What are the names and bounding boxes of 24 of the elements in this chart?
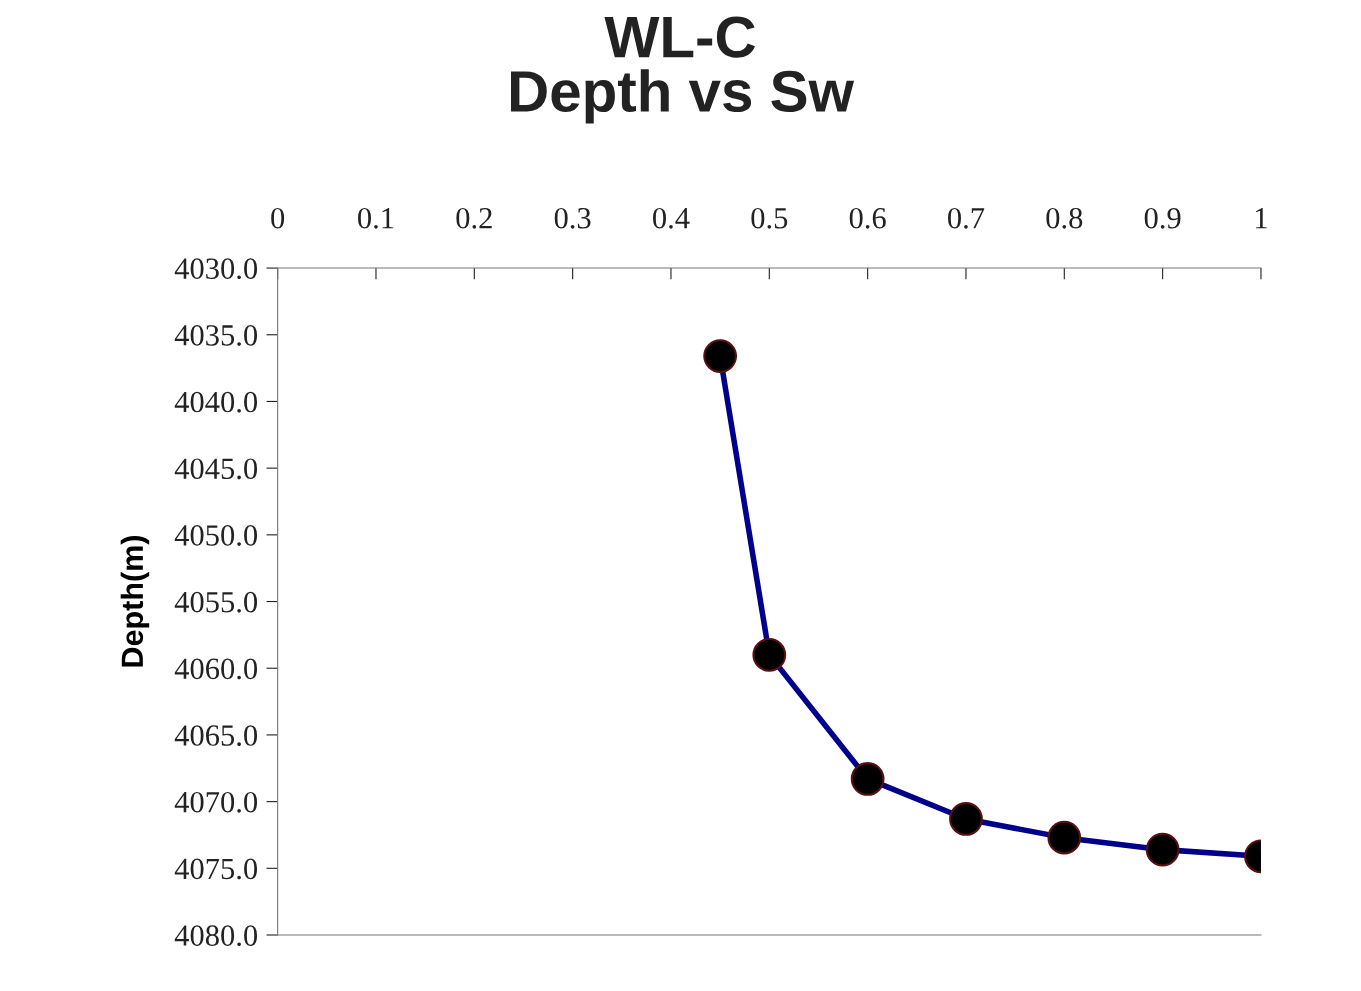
y-tick-label: 4070.0 bbox=[174, 791, 258, 813]
x-tick-label: 0.3 bbox=[554, 207, 591, 229]
y-tick-label: 4065.0 bbox=[174, 725, 258, 746]
y-tick-label: 4045.0 bbox=[174, 458, 258, 480]
y-tick-label: 4040.0 bbox=[174, 391, 258, 413]
y-axis-title: Depth(m) bbox=[120, 536, 150, 667]
x-tick-label: 0.5 bbox=[751, 207, 788, 229]
y-tick-label: 4055.0 bbox=[174, 591, 258, 613]
x-tick-label: 0 bbox=[271, 207, 285, 229]
y-tick-label: 4050.0 bbox=[174, 525, 258, 546]
x-tick-label: 0.2 bbox=[456, 207, 492, 229]
y-tick-label: 4075.0 bbox=[174, 858, 258, 880]
x-tick-label: 0.9 bbox=[1144, 207, 1181, 229]
y-tick-label: 4030.0 bbox=[174, 258, 258, 280]
x-tick-label: 0.1 bbox=[358, 207, 394, 229]
x-tick-label: 1 bbox=[1256, 208, 1267, 229]
x-tick-label: 0.6 bbox=[849, 207, 886, 229]
chart-title: WL-C Depth vs Sw bbox=[510, 16, 855, 124]
x-tick-label: 0.8 bbox=[1046, 207, 1083, 229]
y-tick-label: 4080.0 bbox=[174, 925, 258, 947]
y-tick-label: 4035.0 bbox=[174, 325, 258, 346]
x-tick-label: 0.4 bbox=[653, 207, 690, 229]
x-tick-label: 0.7 bbox=[948, 207, 985, 229]
y-tick-label: 4060.0 bbox=[174, 658, 258, 680]
